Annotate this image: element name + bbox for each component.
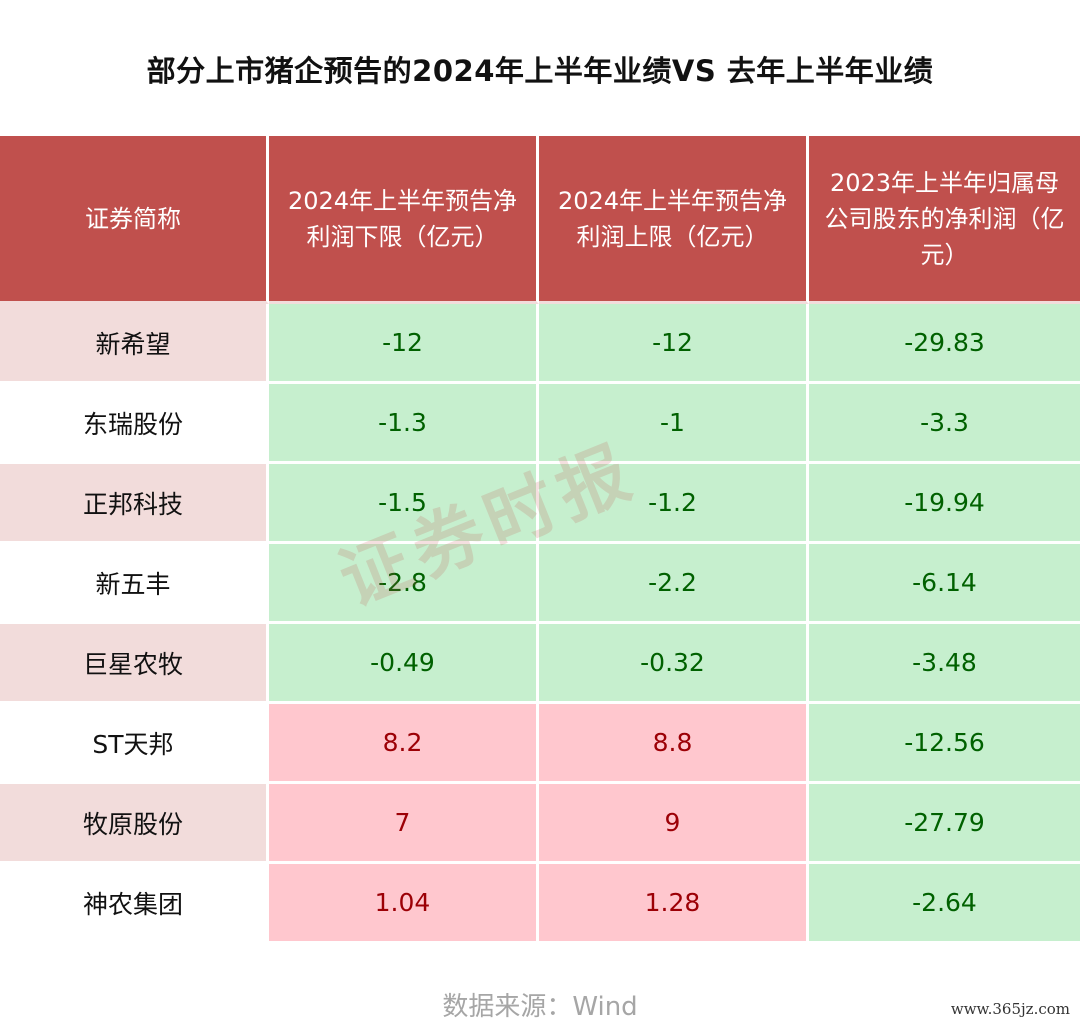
value-2023-profit: -2.64 (809, 864, 1080, 944)
value-2024-lower: -12 (269, 304, 539, 384)
value-2024-upper: 1.28 (539, 864, 809, 944)
earnings-table: 证券简称 2024年上半年预告净利润下限（亿元） 2024年上半年预告净利润上限… (0, 136, 1080, 944)
table-row: ST天邦 8.2 8.8 -12.56 (0, 704, 1080, 784)
value-2024-upper: -1 (539, 384, 809, 464)
value-2024-lower: 7 (269, 784, 539, 864)
value-2024-upper: -2.2 (539, 544, 809, 624)
value-2024-lower: 8.2 (269, 704, 539, 784)
security-name: 新希望 (0, 304, 269, 384)
security-name: 神农集团 (0, 864, 269, 944)
header-security-name: 证券简称 (0, 136, 269, 304)
table-row: 巨星农牧 -0.49 -0.32 -3.48 (0, 624, 1080, 704)
value-2023-profit: -3.3 (809, 384, 1080, 464)
value-2024-lower: -1.3 (269, 384, 539, 464)
value-2023-profit: -27.79 (809, 784, 1080, 864)
security-name: 牧原股份 (0, 784, 269, 864)
header-2024-lower: 2024年上半年预告净利润下限（亿元） (269, 136, 539, 304)
value-2024-lower: -0.49 (269, 624, 539, 704)
value-2024-upper: -1.2 (539, 464, 809, 544)
value-2024-upper: 8.8 (539, 704, 809, 784)
value-2024-upper: -0.32 (539, 624, 809, 704)
table-row: 神农集团 1.04 1.28 -2.64 (0, 864, 1080, 944)
table-row: 新五丰 -2.8 -2.2 -6.14 (0, 544, 1080, 624)
site-watermark: www.365jz.com (950, 1000, 1070, 1018)
value-2024-upper: 9 (539, 784, 809, 864)
value-2023-profit: -6.14 (809, 544, 1080, 624)
table-header-row: 证券简称 2024年上半年预告净利润下限（亿元） 2024年上半年预告净利润上限… (0, 136, 1080, 304)
value-2023-profit: -19.94 (809, 464, 1080, 544)
security-name: 正邦科技 (0, 464, 269, 544)
page-title: 部分上市猪企预告的2024年上半年业绩VS 去年上半年业绩 (146, 54, 934, 88)
value-2023-profit: -3.48 (809, 624, 1080, 704)
security-name: 巨星农牧 (0, 624, 269, 704)
header-2024-upper: 2024年上半年预告净利润上限（亿元） (539, 136, 809, 304)
value-2023-profit: -12.56 (809, 704, 1080, 784)
table-row: 牧原股份 7 9 -27.79 (0, 784, 1080, 864)
value-2024-upper: -12 (539, 304, 809, 384)
value-2023-profit: -29.83 (809, 304, 1080, 384)
security-name: ST天邦 (0, 704, 269, 784)
value-2024-lower: -1.5 (269, 464, 539, 544)
value-2024-lower: 1.04 (269, 864, 539, 944)
data-source-note: 数据来源：Wind (442, 992, 638, 1022)
security-name: 东瑞股份 (0, 384, 269, 464)
table-row: 正邦科技 -1.5 -1.2 -19.94 (0, 464, 1080, 544)
table-row: 新希望 -12 -12 -29.83 (0, 304, 1080, 384)
table-row: 东瑞股份 -1.3 -1 -3.3 (0, 384, 1080, 464)
header-2023-profit: 2023年上半年归属母公司股东的净利润（亿元） (809, 136, 1080, 304)
value-2024-lower: -2.8 (269, 544, 539, 624)
security-name: 新五丰 (0, 544, 269, 624)
